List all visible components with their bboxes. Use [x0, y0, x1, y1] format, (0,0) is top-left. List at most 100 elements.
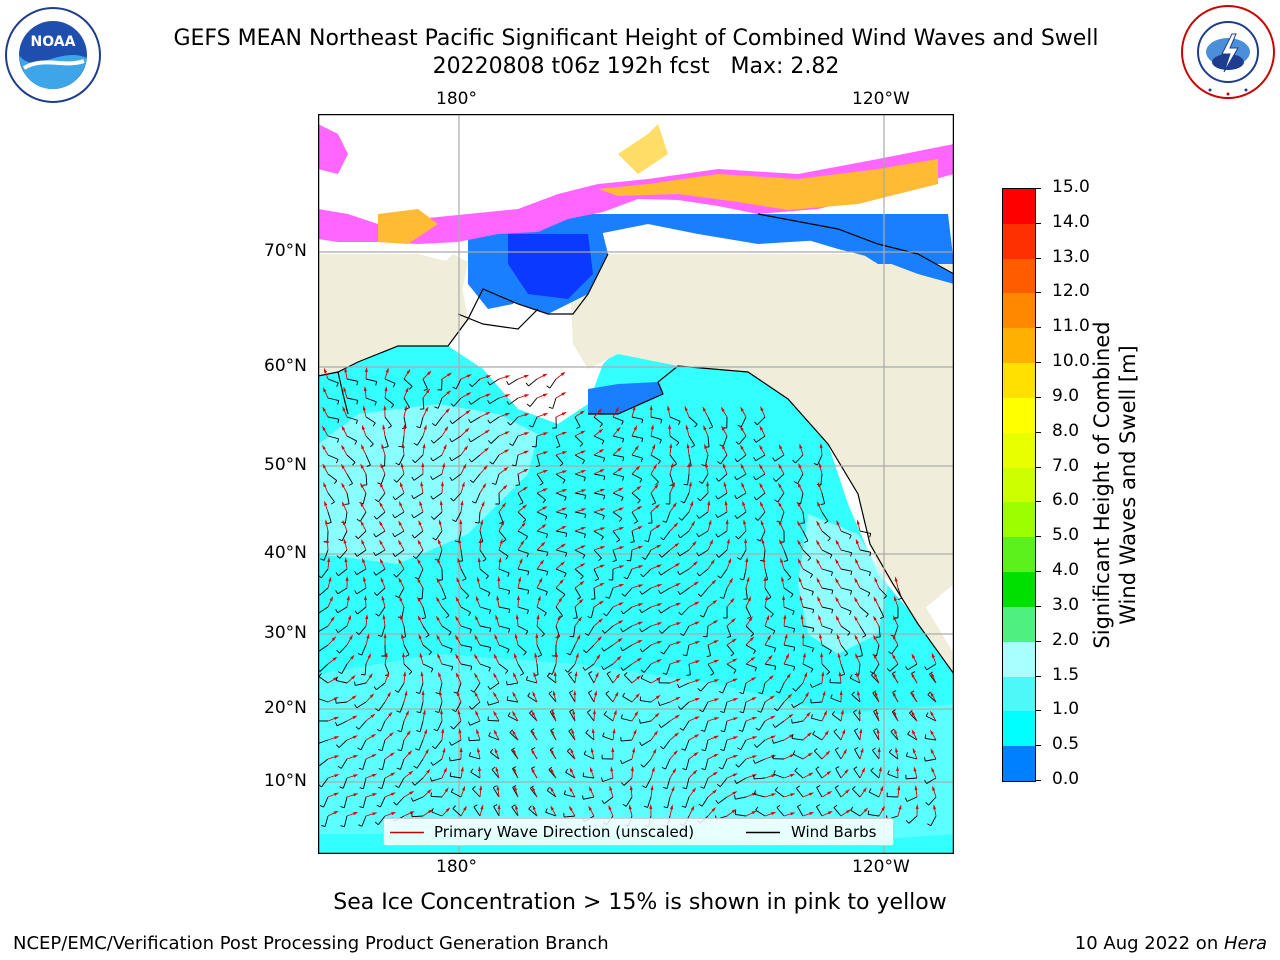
wave-arrow-head — [676, 641, 682, 645]
wind-barb — [685, 777, 690, 789]
wind-barb — [717, 796, 728, 804]
wave-arrow-head — [447, 372, 453, 377]
wind-barb — [720, 568, 728, 579]
wind-barb — [549, 378, 557, 389]
wind-barb — [736, 777, 747, 784]
wind-barb-flag — [758, 692, 763, 695]
wave-arrow-head — [531, 786, 536, 792]
colorbar-segment — [1003, 641, 1035, 678]
wind-barb-flag — [793, 481, 798, 484]
wind-barb-flag — [735, 441, 740, 445]
wind-barb-flag — [528, 805, 532, 810]
wind-barb-flag — [449, 420, 453, 425]
wave-arrow-head — [731, 808, 737, 814]
wave-arrow-head — [896, 766, 900, 772]
wave-arrow-head — [705, 462, 709, 468]
colorbar-tick — [1035, 396, 1041, 398]
nws-logo — [1180, 4, 1276, 100]
wind-barb-flag — [605, 596, 610, 599]
wave-arrow-head — [933, 804, 937, 810]
wind-barb-flag — [834, 747, 839, 751]
wind-barb — [403, 625, 406, 637]
wave-arrow-head — [576, 634, 581, 640]
wave-arrow-head — [476, 728, 480, 734]
wave-arrow-head — [597, 635, 602, 641]
wind-barb-flag — [565, 514, 568, 519]
wind-barb — [873, 663, 880, 674]
wave-arrow-head — [657, 640, 663, 645]
wind-barb — [774, 454, 785, 462]
wind-barb-flag — [434, 710, 440, 713]
wave-arrow-head — [524, 432, 530, 436]
wind-barb-flag — [621, 593, 626, 597]
wave-arrow-head — [379, 539, 383, 545]
wind-barb-flag — [525, 676, 528, 681]
wind-barb — [722, 758, 728, 770]
wind-barb-flag — [735, 535, 739, 540]
wave-arrow-head — [804, 671, 808, 677]
wave-arrow-head — [761, 538, 765, 544]
wind-barb-flag — [487, 592, 491, 597]
wind-barb-flag — [658, 553, 663, 558]
wind-barb — [736, 473, 747, 481]
wind-barb — [384, 435, 389, 447]
wind-barb — [321, 568, 329, 579]
wave-arrow-head — [360, 520, 365, 526]
wind-barb-flag — [392, 383, 396, 388]
colorbar-label: 1.5 — [1052, 664, 1080, 685]
wave-arrow-head — [747, 596, 752, 602]
wave-arrow-head — [474, 615, 479, 621]
wave-arrow-head — [790, 793, 796, 797]
wave-arrow-head — [387, 691, 391, 697]
wind-barb — [925, 737, 937, 741]
wind-barb — [780, 511, 785, 523]
wind-barb — [631, 473, 643, 480]
wave-arrow-head — [372, 773, 378, 777]
wave-arrow-head — [911, 710, 915, 716]
wave-arrow-head — [403, 671, 407, 677]
wind-barb — [356, 549, 367, 557]
wind-barb-flag — [565, 768, 569, 773]
wave-arrow-head — [930, 691, 934, 697]
wave-arrow-head — [400, 462, 404, 468]
wind-barb-flag — [828, 650, 832, 655]
wind-barb — [859, 625, 867, 636]
wind-barb — [698, 511, 709, 519]
wave-arrow-head — [379, 482, 384, 488]
wind-barb-flag — [582, 460, 585, 465]
wave-arrow-head — [845, 789, 850, 794]
wind-barb-flag — [701, 464, 706, 467]
colorbar-label: 1.0 — [1052, 699, 1080, 720]
wind-barb-flag — [469, 479, 474, 483]
wave-arrow-head — [514, 633, 518, 639]
wind-barb-flag — [793, 628, 796, 633]
wind-barb — [400, 739, 405, 751]
wave-arrow-head — [875, 709, 879, 715]
wave-arrow-head — [581, 508, 587, 512]
wave-arrow-head — [419, 652, 423, 658]
wind-barb-flag — [773, 647, 776, 653]
wind-barb-flag — [472, 786, 476, 790]
wind-barb-flag — [509, 443, 513, 447]
wind-barb — [435, 416, 443, 427]
wind-barb — [508, 378, 519, 386]
wave-arrow-head — [479, 785, 483, 791]
wind-barb — [834, 749, 842, 760]
wind-barb — [745, 644, 756, 651]
wind-barb-flag — [641, 438, 644, 443]
wind-barb — [574, 530, 586, 535]
wave-arrow-head — [599, 469, 605, 473]
wind-barb — [346, 378, 358, 382]
wind-barb-flag — [428, 651, 432, 656]
wind-barb — [680, 701, 690, 710]
wind-barb — [362, 796, 367, 808]
wind-barb — [337, 606, 348, 614]
wind-barb — [365, 435, 374, 445]
wave-arrow-head — [771, 774, 777, 778]
wind-barb-flag — [565, 533, 568, 538]
wind-barb — [683, 625, 690, 636]
wave-arrow-head — [673, 522, 679, 528]
wind-barb — [375, 568, 386, 576]
wind-barb-flag — [454, 540, 459, 543]
wind-barb-flag — [411, 476, 415, 481]
